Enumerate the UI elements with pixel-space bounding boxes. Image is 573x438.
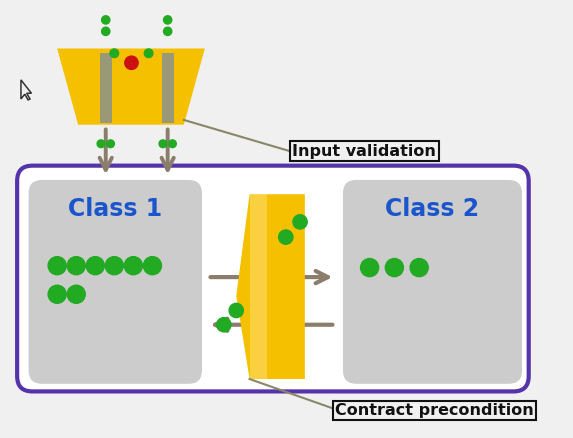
Circle shape xyxy=(278,230,293,244)
Circle shape xyxy=(217,318,231,332)
Text: Contract precondition: Contract precondition xyxy=(335,403,534,418)
FancyBboxPatch shape xyxy=(29,180,202,384)
Circle shape xyxy=(107,140,115,148)
Circle shape xyxy=(124,257,143,275)
Circle shape xyxy=(144,49,153,57)
Circle shape xyxy=(159,140,167,148)
Circle shape xyxy=(125,56,138,70)
Circle shape xyxy=(163,27,172,35)
Polygon shape xyxy=(236,194,305,379)
Circle shape xyxy=(385,258,403,277)
Bar xyxy=(100,53,112,123)
Circle shape xyxy=(163,16,172,24)
Circle shape xyxy=(86,257,104,275)
Circle shape xyxy=(67,285,85,303)
Circle shape xyxy=(360,258,379,277)
Polygon shape xyxy=(250,194,267,379)
Circle shape xyxy=(293,215,307,229)
Circle shape xyxy=(110,49,119,57)
Circle shape xyxy=(229,303,244,318)
Text: Class 1: Class 1 xyxy=(68,197,162,220)
FancyBboxPatch shape xyxy=(343,180,522,384)
Circle shape xyxy=(105,257,123,275)
Circle shape xyxy=(97,140,105,148)
Bar xyxy=(162,53,174,123)
Circle shape xyxy=(143,257,162,275)
Text: Input validation: Input validation xyxy=(292,144,436,159)
Polygon shape xyxy=(57,49,205,125)
Circle shape xyxy=(410,258,428,277)
Circle shape xyxy=(48,257,66,275)
Circle shape xyxy=(101,27,110,35)
Circle shape xyxy=(67,257,85,275)
Circle shape xyxy=(168,140,176,148)
FancyBboxPatch shape xyxy=(17,166,529,392)
Circle shape xyxy=(48,285,66,303)
Circle shape xyxy=(101,16,110,24)
Text: Class 2: Class 2 xyxy=(386,197,480,220)
